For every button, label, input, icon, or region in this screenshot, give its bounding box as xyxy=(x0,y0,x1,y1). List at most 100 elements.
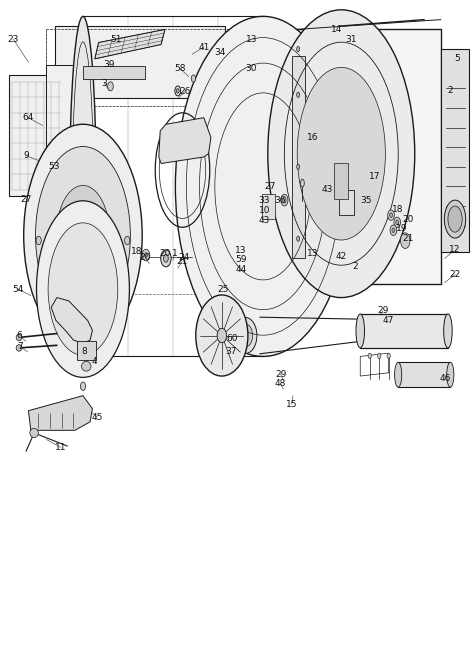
Polygon shape xyxy=(28,396,92,430)
Ellipse shape xyxy=(24,124,142,347)
Ellipse shape xyxy=(145,253,147,257)
Text: 12: 12 xyxy=(449,245,461,254)
Ellipse shape xyxy=(36,146,130,324)
Bar xyxy=(292,56,305,258)
Text: 27: 27 xyxy=(20,195,32,204)
Text: 5: 5 xyxy=(455,54,460,63)
Text: 54: 54 xyxy=(12,284,24,294)
Text: 59: 59 xyxy=(235,255,246,264)
Bar xyxy=(9,75,63,196)
Ellipse shape xyxy=(268,10,415,298)
Text: 25: 25 xyxy=(217,285,228,294)
Text: 43: 43 xyxy=(321,185,333,194)
Ellipse shape xyxy=(36,201,129,377)
Text: 37: 37 xyxy=(226,347,237,356)
Ellipse shape xyxy=(217,328,227,343)
Text: 33: 33 xyxy=(259,196,270,205)
Ellipse shape xyxy=(444,200,465,238)
Ellipse shape xyxy=(297,236,300,241)
Text: 64: 64 xyxy=(23,113,34,122)
Ellipse shape xyxy=(175,16,351,356)
Text: 30: 30 xyxy=(246,64,257,73)
Text: 46: 46 xyxy=(440,373,451,383)
Ellipse shape xyxy=(30,428,38,438)
Text: 29: 29 xyxy=(377,306,389,315)
Ellipse shape xyxy=(390,225,397,235)
Text: 47: 47 xyxy=(383,316,394,325)
Text: 15: 15 xyxy=(286,400,297,409)
Text: 10: 10 xyxy=(259,206,270,215)
Bar xyxy=(46,65,73,294)
Text: 13: 13 xyxy=(235,246,246,255)
Ellipse shape xyxy=(394,362,401,387)
Text: 1: 1 xyxy=(172,249,177,258)
Ellipse shape xyxy=(196,295,248,376)
Ellipse shape xyxy=(176,89,179,94)
Text: 18: 18 xyxy=(131,247,142,256)
Text: 45: 45 xyxy=(91,413,103,422)
Polygon shape xyxy=(159,118,211,164)
Text: 48: 48 xyxy=(275,379,286,388)
Text: 43: 43 xyxy=(259,216,270,225)
Bar xyxy=(339,190,354,215)
Text: 20: 20 xyxy=(402,215,413,224)
Ellipse shape xyxy=(142,249,150,261)
Bar xyxy=(334,164,348,199)
Ellipse shape xyxy=(387,353,390,358)
Bar xyxy=(441,49,469,252)
Ellipse shape xyxy=(356,314,365,348)
Text: 18: 18 xyxy=(392,205,404,214)
Text: 2: 2 xyxy=(447,86,453,95)
Ellipse shape xyxy=(16,334,22,341)
Text: 17: 17 xyxy=(369,172,380,181)
Ellipse shape xyxy=(281,194,288,206)
Text: 60: 60 xyxy=(227,334,238,343)
Bar xyxy=(77,341,96,360)
Text: 24: 24 xyxy=(178,252,190,262)
Text: 29: 29 xyxy=(275,370,286,379)
Ellipse shape xyxy=(283,198,286,203)
Ellipse shape xyxy=(56,186,109,285)
Text: 26: 26 xyxy=(179,87,191,96)
Bar xyxy=(360,314,448,348)
Ellipse shape xyxy=(161,250,171,267)
Text: 21: 21 xyxy=(402,234,413,243)
Text: 3: 3 xyxy=(101,78,107,88)
Text: 11: 11 xyxy=(55,443,66,452)
Text: 7: 7 xyxy=(17,342,23,351)
Ellipse shape xyxy=(191,75,195,82)
Text: 16: 16 xyxy=(307,133,319,142)
Text: 34: 34 xyxy=(215,48,226,57)
Text: 31: 31 xyxy=(345,35,356,44)
Text: 35: 35 xyxy=(360,196,372,205)
Bar xyxy=(262,194,275,219)
Text: 20: 20 xyxy=(159,249,171,258)
Ellipse shape xyxy=(378,353,381,358)
Polygon shape xyxy=(95,29,165,59)
Ellipse shape xyxy=(125,236,130,245)
Text: 21: 21 xyxy=(177,257,188,266)
Text: 2: 2 xyxy=(353,262,358,271)
Text: 44: 44 xyxy=(235,265,246,274)
Text: 58: 58 xyxy=(174,64,186,73)
Text: 42: 42 xyxy=(336,252,347,261)
Ellipse shape xyxy=(164,254,168,262)
Ellipse shape xyxy=(401,233,410,249)
Text: 14: 14 xyxy=(331,25,342,34)
Ellipse shape xyxy=(16,345,22,351)
Ellipse shape xyxy=(368,353,372,358)
Text: 41: 41 xyxy=(198,43,210,52)
Ellipse shape xyxy=(444,314,452,348)
Text: 19: 19 xyxy=(396,224,408,233)
Ellipse shape xyxy=(388,210,394,220)
Text: 23: 23 xyxy=(8,35,19,44)
Ellipse shape xyxy=(48,223,118,355)
Ellipse shape xyxy=(390,213,392,217)
Ellipse shape xyxy=(234,318,257,353)
Text: 51: 51 xyxy=(110,35,122,44)
Ellipse shape xyxy=(297,67,385,240)
Ellipse shape xyxy=(392,228,395,232)
Ellipse shape xyxy=(448,206,462,232)
Text: 36: 36 xyxy=(274,196,285,205)
Text: 4: 4 xyxy=(92,357,98,366)
